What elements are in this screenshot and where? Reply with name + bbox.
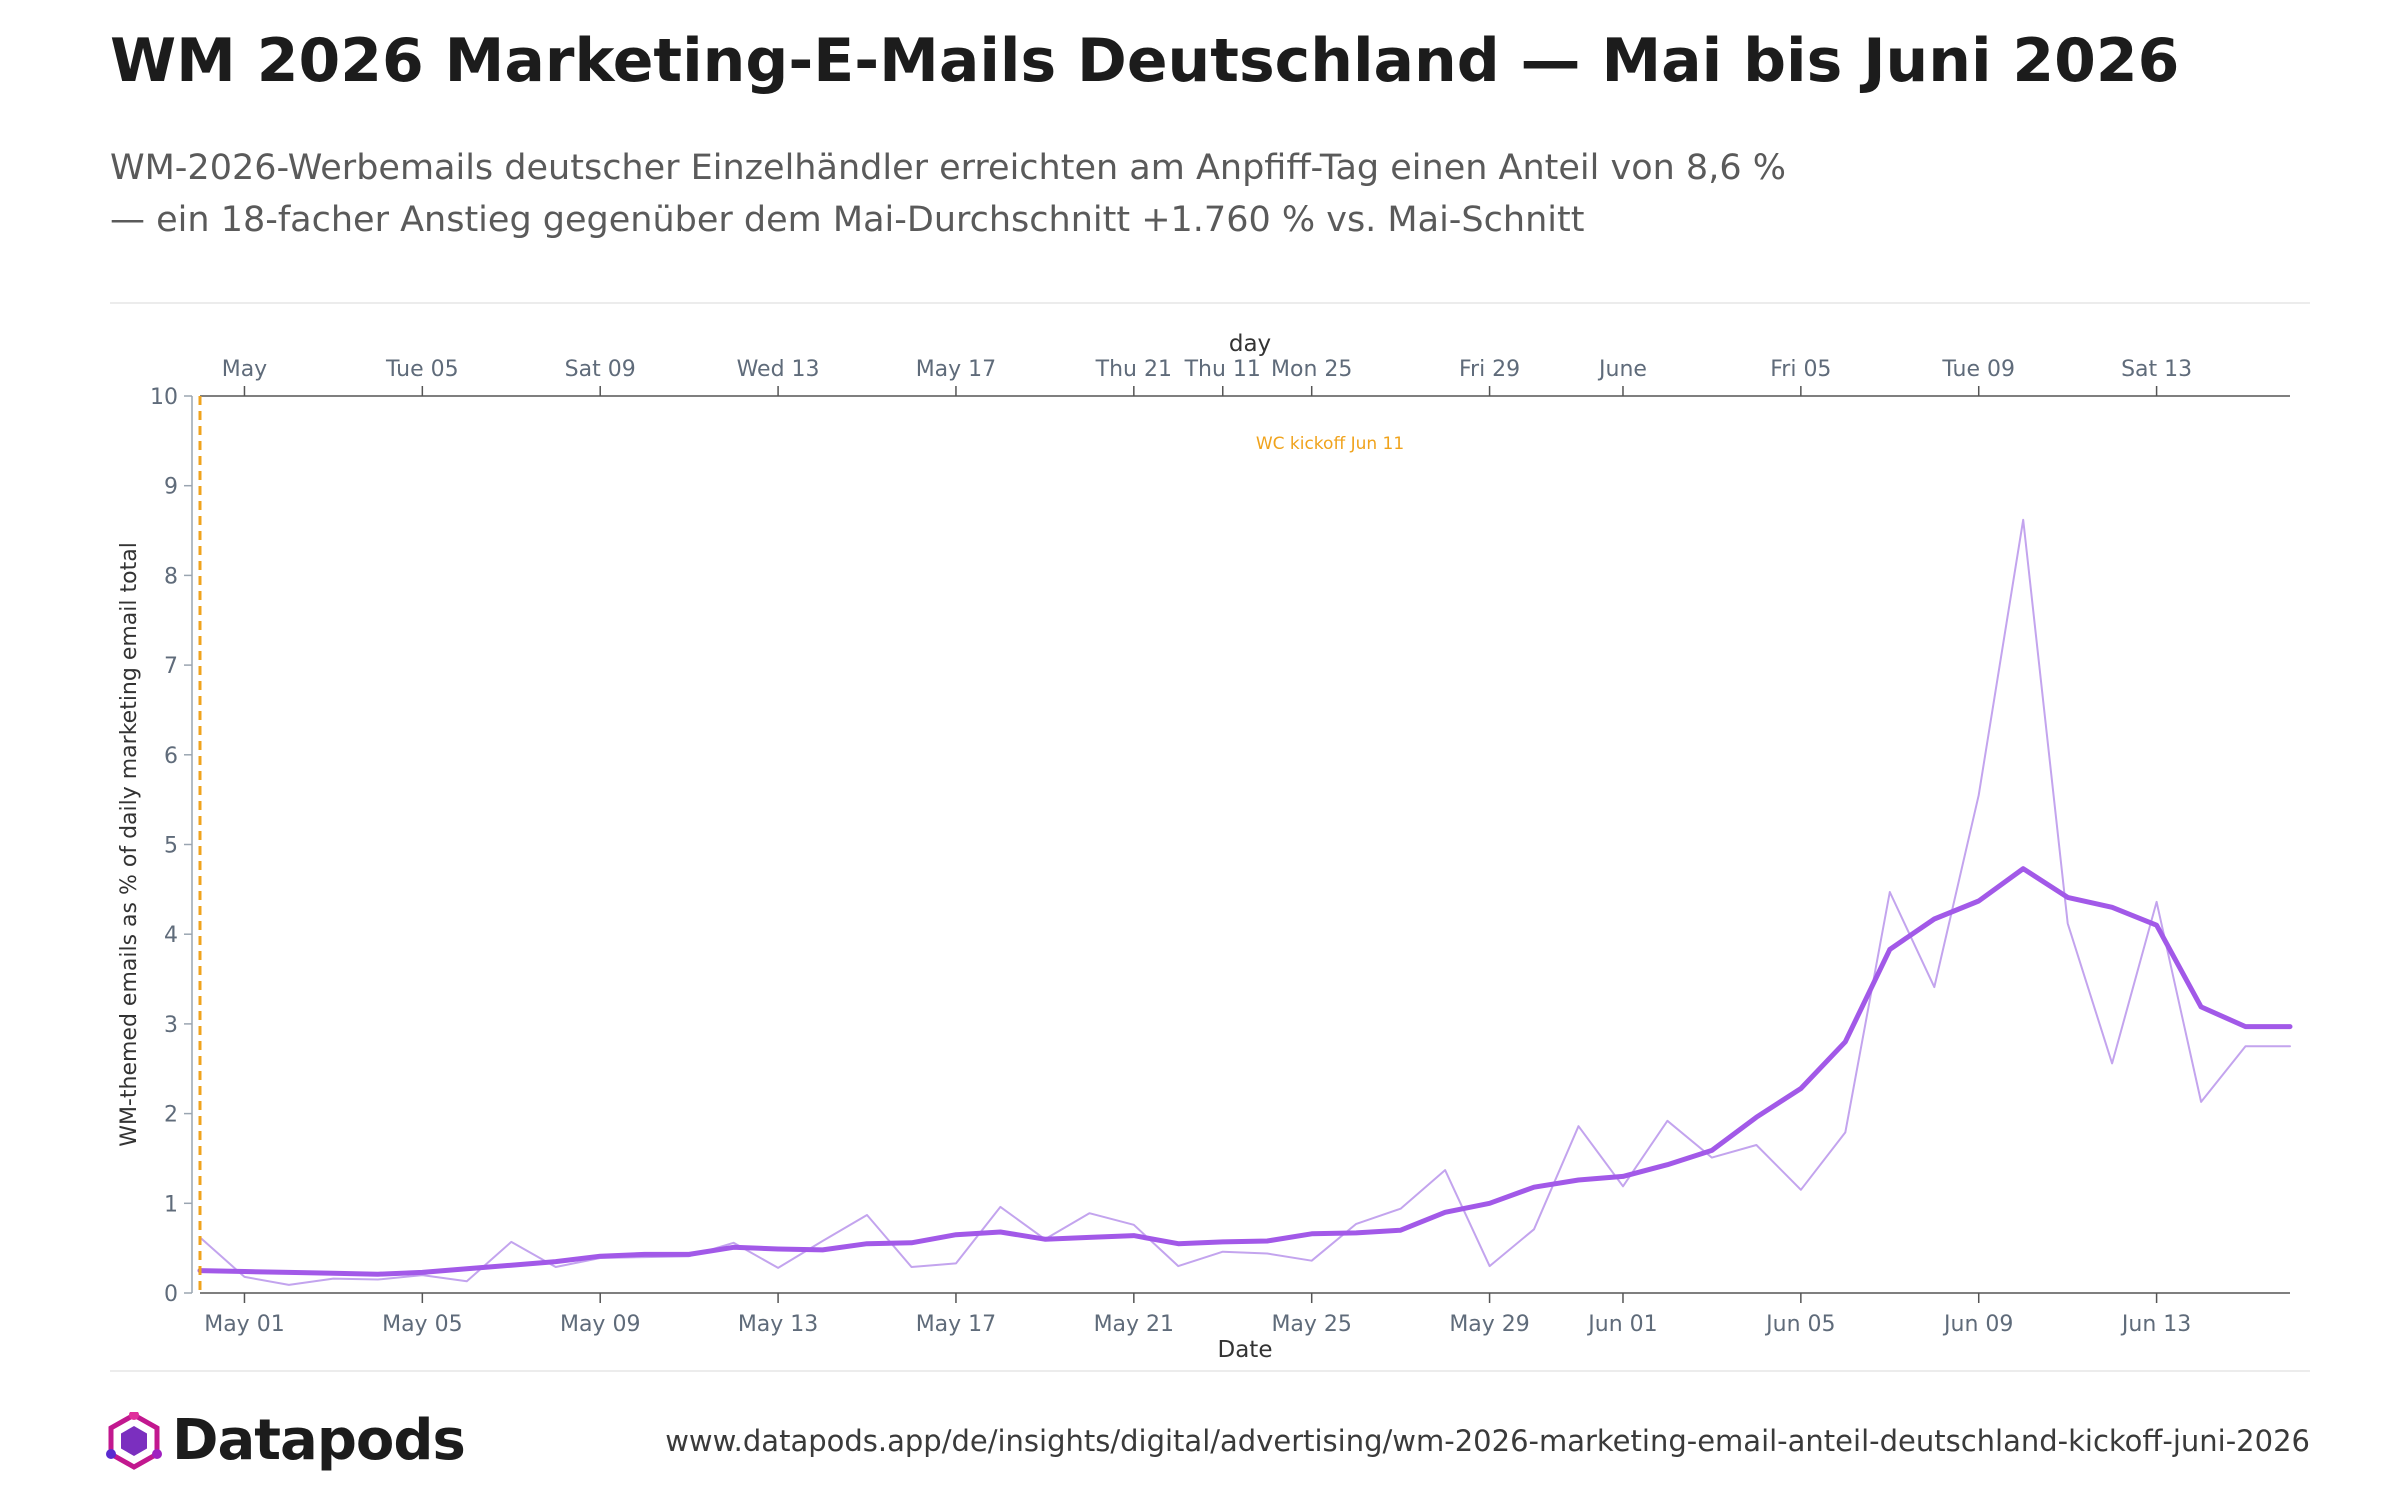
x-tick-label: May 29 bbox=[1449, 1312, 1529, 1337]
chart-subtitle: WM-2026-Werbemails deutscher Einzelhändl… bbox=[110, 148, 1786, 240]
x-top-tick-label: June bbox=[1597, 357, 1647, 382]
annotation-layer: WC kickoff Jun 11 bbox=[198, 396, 1404, 1293]
y-tick-label: 4 bbox=[164, 923, 178, 948]
y-tick-label: 0 bbox=[164, 1282, 178, 1307]
x-top-tick-label: Wed 13 bbox=[737, 357, 820, 382]
y-tick-label: 9 bbox=[164, 475, 178, 500]
y-tick-label: 6 bbox=[164, 744, 178, 769]
x-top-tick-label: Fri 05 bbox=[1770, 357, 1831, 382]
x-tick-label: Jun 01 bbox=[1586, 1312, 1657, 1337]
x-top-tick-label: Thu 21 bbox=[1095, 357, 1172, 382]
x-top-tick-label: Tue 09 bbox=[1941, 357, 2015, 382]
datapods-logo-icon bbox=[106, 1411, 162, 1470]
x-axis-top-label: day bbox=[1229, 331, 1271, 357]
y-tick-label: 5 bbox=[164, 834, 178, 859]
x-tick-label: Jun 09 bbox=[1942, 1312, 2013, 1337]
x-top-tick-label: Fri 29 bbox=[1459, 357, 1520, 382]
x-ticks-bottom: May 01 May 05 May 09 May 13 May 17 May 21 May … bbox=[204, 1293, 2191, 1337]
x-tick-label: Jun 05 bbox=[1764, 1312, 1835, 1337]
x-top-tick-label: Thu 11 bbox=[1184, 357, 1261, 382]
series-layer bbox=[197, 518, 2293, 1286]
x-ticks-top: May Tue 05 Sat 09 Wed 13 May 17 Thu 21 Thu 11 M… bbox=[222, 357, 2192, 396]
x-tick-label: May 13 bbox=[738, 1312, 818, 1337]
chart-title: WM 2026 Marketing-E-Mails Deutschland — … bbox=[110, 26, 2180, 96]
top-divider bbox=[110, 302, 2310, 304]
x-axis-label: Date bbox=[1218, 1337, 1273, 1363]
x-tick-label: May 21 bbox=[1094, 1312, 1174, 1337]
y-tick-label: 7 bbox=[164, 654, 178, 679]
y-tick-label: 8 bbox=[164, 564, 178, 589]
bottom-divider bbox=[110, 1370, 2310, 1372]
axes-layer bbox=[191, 395, 2290, 1294]
y-tick-label: 1 bbox=[164, 1192, 178, 1217]
kickoff-annotation-label: WC kickoff Jun 11 bbox=[1256, 434, 1404, 454]
x-tick-label: May 25 bbox=[1271, 1312, 1351, 1337]
y-axis-label: WM-themed emails as % of daily marketing… bbox=[117, 542, 142, 1147]
x-top-tick-label: Sat 13 bbox=[2121, 357, 2192, 382]
x-top-tick-label: Tue 05 bbox=[385, 357, 459, 382]
y-tick-label: 3 bbox=[164, 1013, 178, 1038]
y-tick-label: 2 bbox=[164, 1103, 178, 1128]
brand-logo[interactable]: Datapods bbox=[106, 1408, 466, 1473]
brand-name: Datapods bbox=[172, 1408, 466, 1473]
x-top-tick-label: Mon 25 bbox=[1271, 357, 1352, 382]
y-ticks: 0 1 2 3 4 5 6 7 8 9 10 bbox=[150, 385, 192, 1307]
x-tick-label: May 09 bbox=[560, 1312, 640, 1337]
source-url[interactable]: www.datapods.app/de/insights/digital/adv… bbox=[665, 1424, 2310, 1458]
series-line-rolling bbox=[197, 866, 2293, 1277]
x-tick-label: May 17 bbox=[916, 1312, 996, 1337]
x-top-tick-label: May 17 bbox=[916, 357, 996, 382]
x-tick-label: May 05 bbox=[382, 1312, 462, 1337]
x-tick-label: Jun 13 bbox=[2120, 1312, 2191, 1337]
x-top-tick-label: May bbox=[222, 357, 267, 382]
x-tick-label: May 01 bbox=[204, 1312, 284, 1337]
x-top-tick-label: Sat 09 bbox=[565, 357, 636, 382]
y-tick-label: 10 bbox=[150, 385, 178, 410]
